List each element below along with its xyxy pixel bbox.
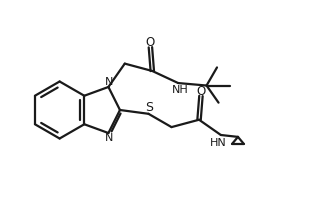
Text: HN: HN [210,138,226,148]
Text: O: O [146,36,155,49]
Text: N: N [105,133,114,143]
Text: S: S [145,101,153,114]
Text: NH: NH [172,85,188,95]
Text: N: N [105,77,114,87]
Text: O: O [196,85,206,98]
